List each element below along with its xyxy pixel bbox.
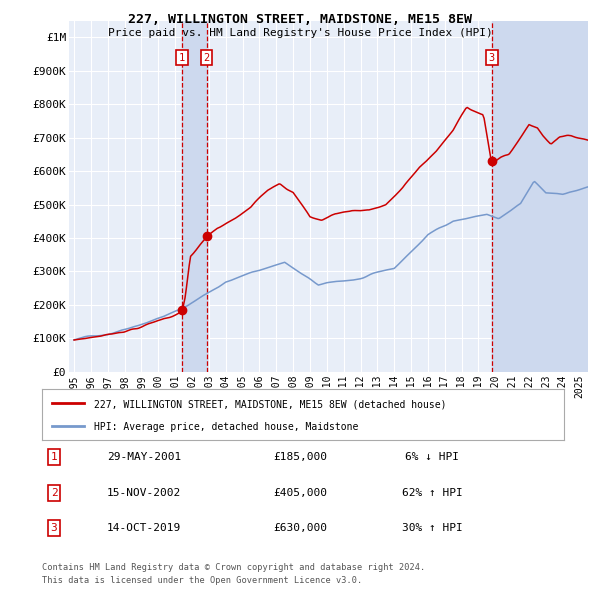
Text: £185,000: £185,000 — [273, 453, 327, 462]
Bar — [492, 21, 588, 372]
Text: 14-OCT-2019: 14-OCT-2019 — [107, 523, 181, 533]
Text: 1: 1 — [50, 453, 58, 462]
Text: 227, WILLINGTON STREET, MAIDSTONE, ME15 8EW: 227, WILLINGTON STREET, MAIDSTONE, ME15 … — [128, 13, 472, 26]
Text: 2: 2 — [203, 53, 210, 63]
Text: 62% ↑ HPI: 62% ↑ HPI — [401, 488, 463, 497]
Text: 227, WILLINGTON STREET, MAIDSTONE, ME15 8EW (detached house): 227, WILLINGTON STREET, MAIDSTONE, ME15 … — [94, 399, 447, 409]
Text: 29-MAY-2001: 29-MAY-2001 — [107, 453, 181, 462]
Text: This data is licensed under the Open Government Licence v3.0.: This data is licensed under the Open Gov… — [42, 576, 362, 585]
Bar — [182, 21, 206, 372]
Text: £630,000: £630,000 — [273, 523, 327, 533]
Text: 30% ↑ HPI: 30% ↑ HPI — [401, 523, 463, 533]
Text: 6% ↓ HPI: 6% ↓ HPI — [405, 453, 459, 462]
Text: 3: 3 — [50, 523, 58, 533]
Text: Contains HM Land Registry data © Crown copyright and database right 2024.: Contains HM Land Registry data © Crown c… — [42, 563, 425, 572]
Text: 2: 2 — [50, 488, 58, 497]
Text: £405,000: £405,000 — [273, 488, 327, 497]
Text: Price paid vs. HM Land Registry's House Price Index (HPI): Price paid vs. HM Land Registry's House … — [107, 28, 493, 38]
Text: 1: 1 — [179, 53, 185, 63]
Text: 15-NOV-2002: 15-NOV-2002 — [107, 488, 181, 497]
Text: 3: 3 — [488, 53, 495, 63]
Text: HPI: Average price, detached house, Maidstone: HPI: Average price, detached house, Maid… — [94, 421, 359, 431]
